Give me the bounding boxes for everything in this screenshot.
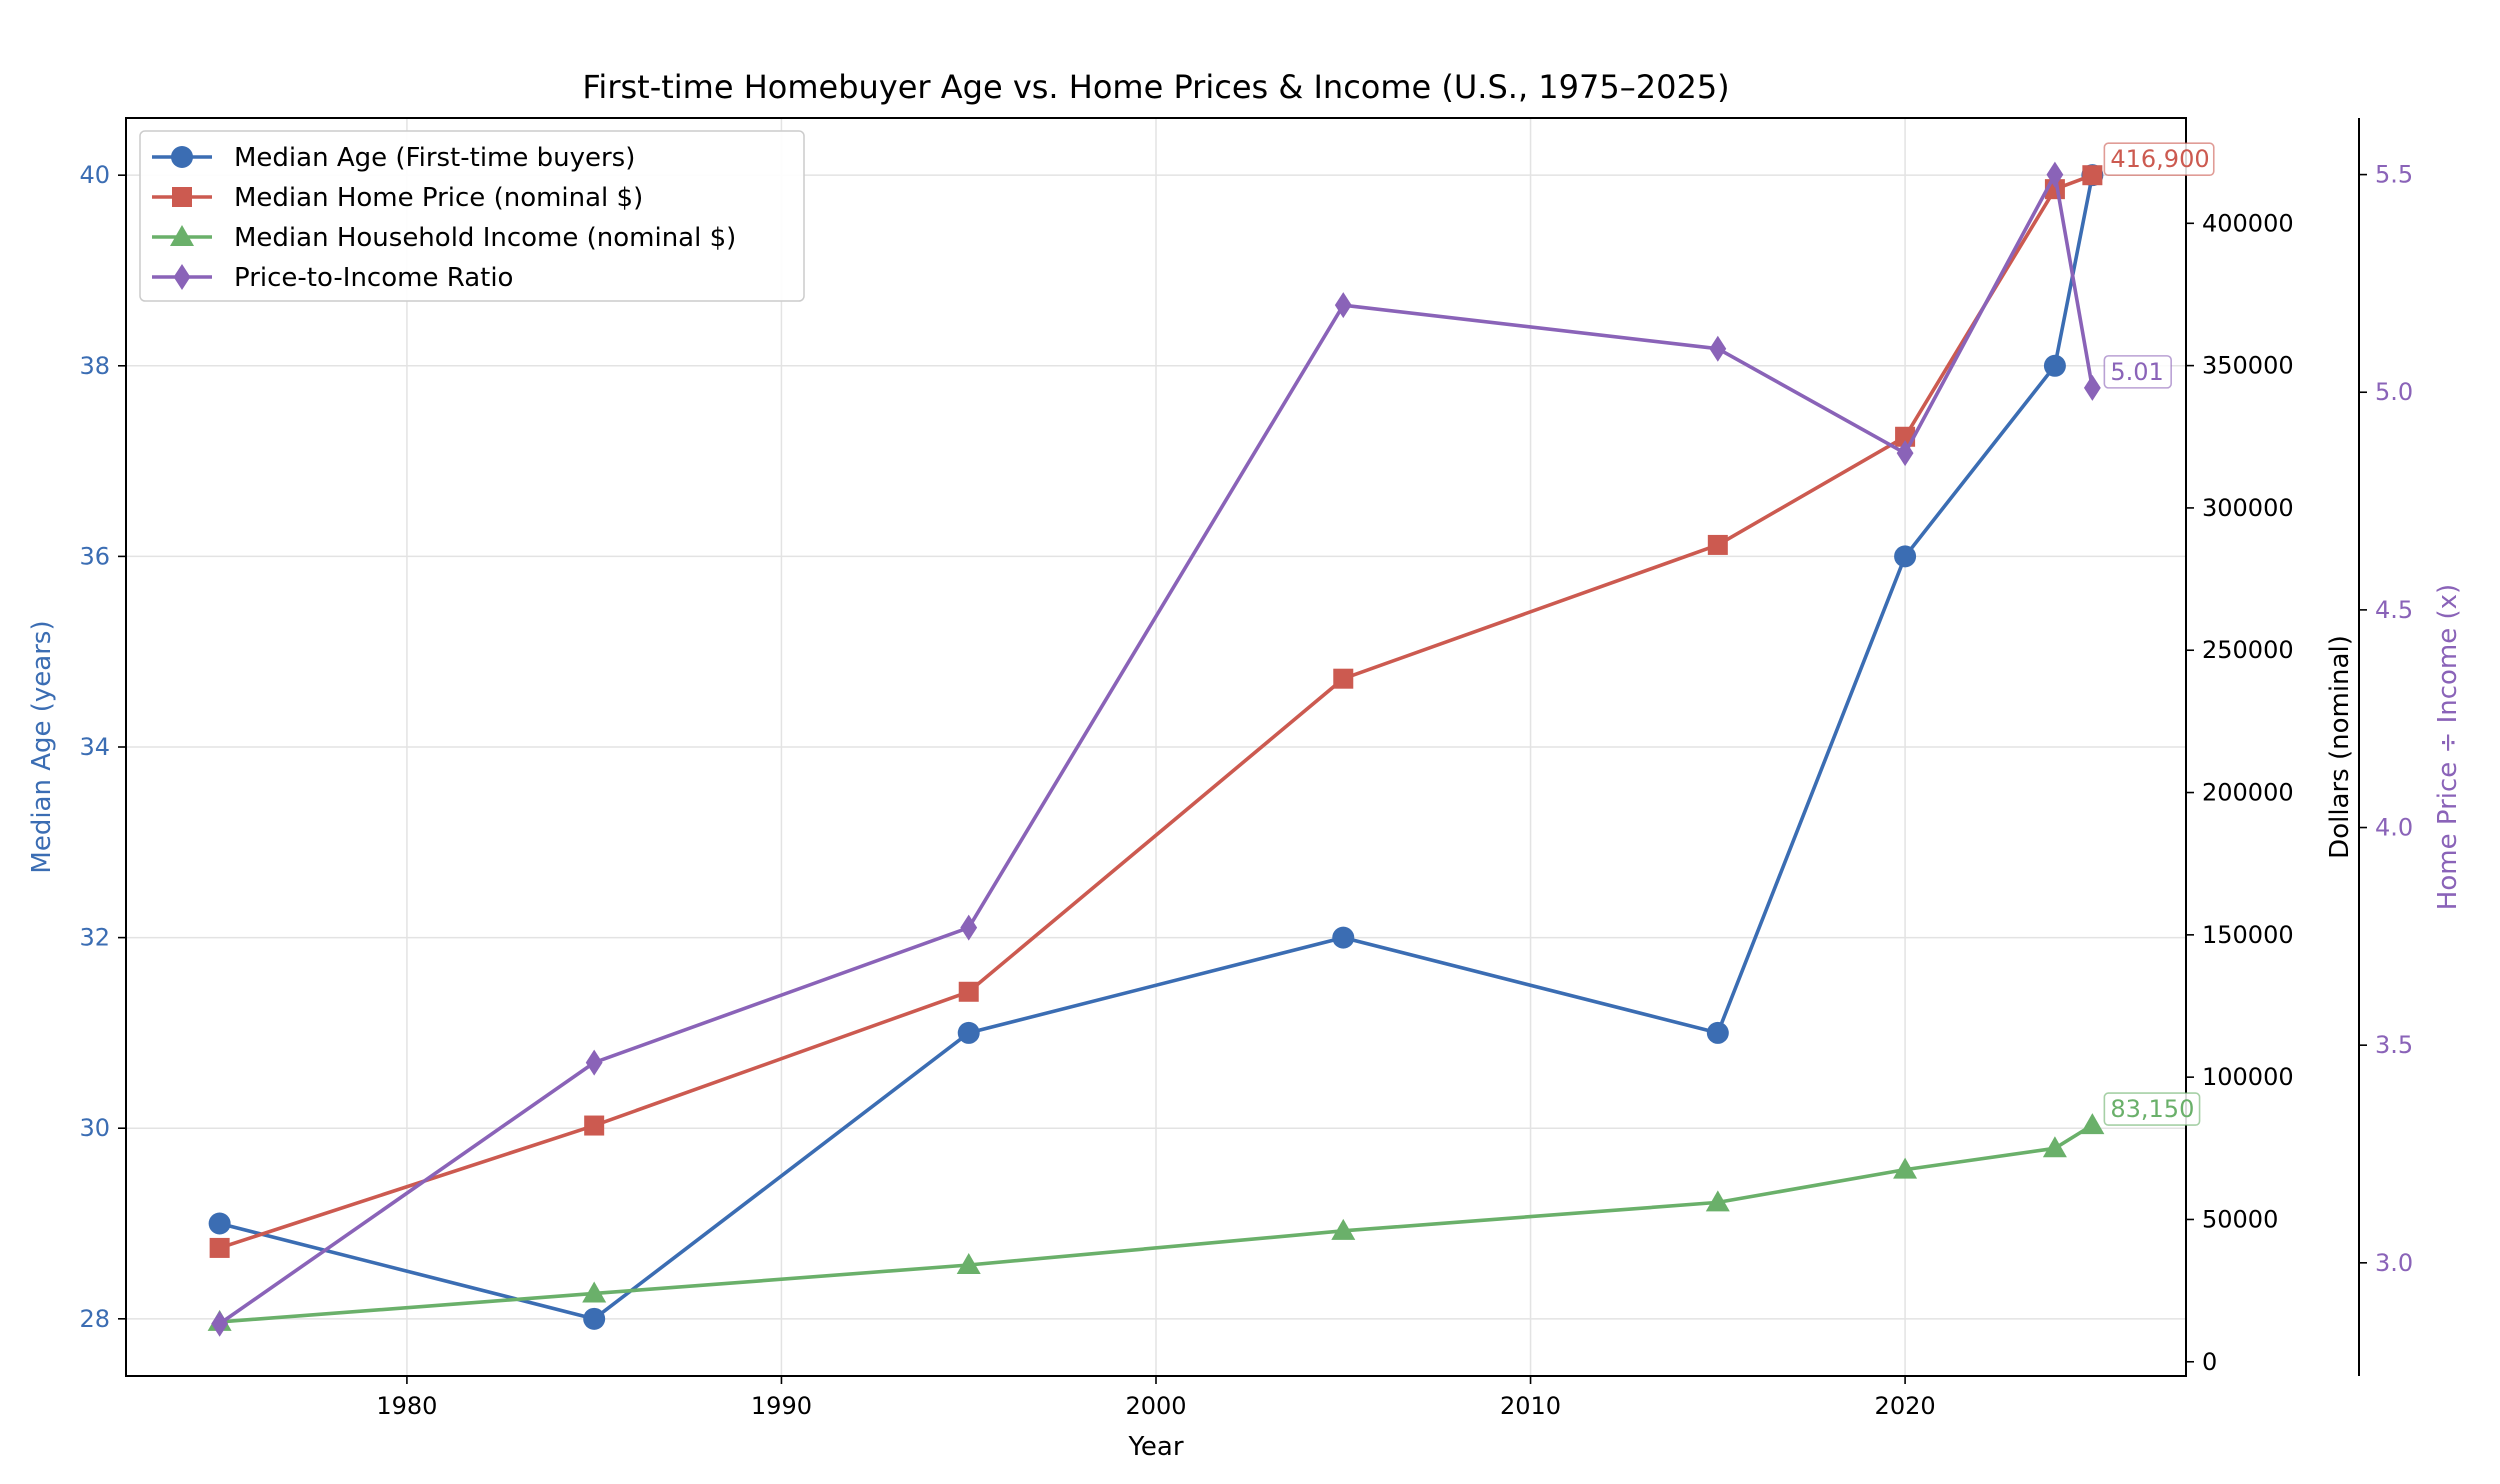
y-right-tick-label: 250000: [2202, 636, 2294, 664]
data-point: [209, 1237, 230, 1258]
data-point: [584, 1115, 605, 1136]
legend-item: Median Age (First-time buyers): [152, 143, 635, 173]
legend-item: Median Home Price (nominal $): [152, 183, 643, 213]
data-point: [1894, 545, 1917, 568]
y-right2-tick-label: 3.0: [2375, 1249, 2413, 1277]
legend-item: Price-to-Income Ratio: [152, 263, 513, 293]
legend-marker: [171, 146, 193, 168]
series-4: [211, 161, 2101, 1337]
y-right2-tick-label: 5.0: [2375, 378, 2413, 406]
data-point: [1705, 1190, 1730, 1212]
grid: [126, 118, 2186, 1376]
data-point: [1334, 292, 1352, 319]
legend-marker: [173, 264, 191, 290]
legend-label: Median Household Income (nominal $): [234, 223, 736, 253]
legend-label: Median Age (First-time buyers): [234, 143, 635, 173]
data-point: [2083, 374, 2101, 401]
series-line: [219, 1123, 2094, 1324]
annotations: 416,900 83,150 5.01: [2103, 142, 2215, 1126]
legend-item: Median Household Income (nominal $): [152, 223, 736, 253]
legend-label: Median Home Price (nominal $): [234, 183, 643, 213]
legend: Median Age (First-time buyers) Median Hom…: [139, 130, 805, 302]
y-right-tick-label: 0: [2202, 1348, 2217, 1376]
data-point: [1896, 440, 1914, 467]
data-point: [958, 981, 979, 1002]
y-right2-tick-label: 4.0: [2375, 814, 2413, 842]
y-right-tick-label: 100000: [2202, 1063, 2294, 1091]
annotation-label: 83,150: [2110, 1095, 2194, 1123]
x-tick-label: 1990: [751, 1392, 812, 1420]
legend-marker: [172, 187, 192, 207]
chart-title: First-time Homebuyer Age vs. Home Prices…: [582, 68, 1729, 106]
y-right-tick-label: 50000: [2202, 1205, 2278, 1233]
data-point: [2082, 165, 2103, 186]
series-line: [219, 173, 2093, 1250]
y-left-tick-label: 40: [79, 161, 110, 189]
series-line: [219, 174, 2095, 1321]
x-tick-label: 2000: [1125, 1392, 1186, 1420]
x-axis-label: Year: [1127, 1432, 1183, 1462]
data-point: [960, 914, 978, 941]
x-tick-label: 2010: [1500, 1392, 1561, 1420]
y-right-tick-label: 350000: [2202, 352, 2294, 380]
y-right2-tick-label: 5.5: [2375, 161, 2413, 189]
y-right-tick-label: 300000: [2202, 494, 2294, 522]
plot-area: [207, 161, 2105, 1337]
y-left-tick-label: 32: [79, 924, 110, 952]
annotation-box: [2103, 355, 2172, 389]
y-right-tick-label: 400000: [2202, 209, 2294, 237]
data-point: [582, 1281, 607, 1303]
ticks: 1980 1990 2000 2010 2020 28 30 32 34 36 38 40 0 50000…: [79, 161, 2413, 1420]
legend-marker: [170, 225, 194, 246]
x-tick-label: 2020: [1875, 1392, 1936, 1420]
y-left-tick-label: 30: [79, 1114, 110, 1142]
x-tick-label: 1980: [376, 1392, 437, 1420]
data-point: [585, 1049, 603, 1076]
data-point: [211, 1310, 229, 1337]
y-left-tick-label: 38: [79, 352, 110, 380]
data-point: [1893, 1157, 1918, 1179]
annotation-label: 5.01: [2110, 358, 2163, 386]
y-right2-tick-label: 3.5: [2375, 1031, 2413, 1059]
annotation-box: [2103, 1092, 2201, 1126]
data-point: [1706, 1021, 1729, 1044]
y-right-tick-label: 150000: [2202, 921, 2294, 949]
y-right-tick-label: 200000: [2202, 779, 2294, 807]
y-left-tick-label: 36: [79, 542, 110, 570]
data-point: [1331, 1218, 1356, 1240]
data-point: [956, 1253, 981, 1274]
annotation-label: 416,900: [2110, 145, 2209, 173]
data-point: [2042, 1136, 2067, 1158]
data-point: [957, 1021, 980, 1044]
data-point: [2080, 1113, 2105, 1135]
legend-frame: [139, 130, 805, 302]
y-right2-tick-label: 4.5: [2375, 596, 2413, 624]
y-left-tick-label: 34: [79, 733, 110, 761]
data-point: [1332, 926, 1355, 949]
series-line: [218, 172, 2095, 1326]
data-point: [583, 1307, 606, 1330]
y-left-tick-label: 28: [79, 1305, 110, 1333]
data-point: [2046, 161, 2064, 188]
annotation-box: [2103, 142, 2215, 177]
data-point: [1709, 335, 1727, 362]
y-axis-label-left: Median Age (years): [27, 620, 57, 873]
y-axis-label-right2: Home Price ÷ Income (x): [2433, 584, 2463, 910]
data-point: [1333, 668, 1354, 689]
data-point: [1707, 534, 1728, 555]
data-point: [2043, 354, 2066, 377]
legend-label: Price-to-Income Ratio: [234, 263, 513, 293]
y-axis-label-right: Dollars (nominal): [2325, 635, 2355, 859]
data-point: [208, 1212, 231, 1235]
